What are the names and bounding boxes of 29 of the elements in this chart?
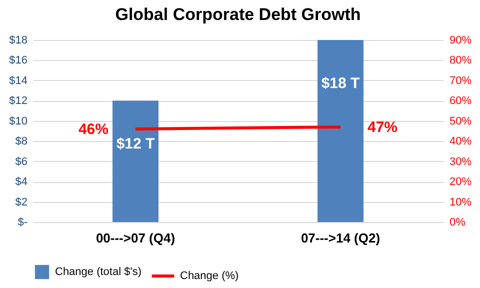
y2-tick-label: 60%: [450, 95, 472, 108]
y2-tick-label: 30%: [450, 156, 472, 168]
y-tick-label: $14: [9, 74, 28, 87]
legend-label: Change (%): [180, 270, 239, 282]
data-label: 47%: [368, 118, 398, 136]
y2-tick-label: 80%: [450, 54, 472, 67]
y-tick-label: $10: [9, 115, 28, 128]
y2-tick-label: 90%: [450, 34, 472, 46]
x-tick-label: 00--->07 (Q4): [96, 230, 176, 246]
data-label: $18 T: [321, 75, 360, 92]
data-label: $12 T: [116, 136, 155, 153]
y2-tick-label: 70%: [450, 74, 472, 87]
chart-title: Global Corporate Debt Growth: [115, 5, 361, 24]
y-tick-label: $-: [18, 216, 28, 228]
y-tick-label: $2: [15, 196, 28, 208]
y-tick-label: $18: [9, 34, 28, 46]
y2-tick-label: 20%: [450, 176, 472, 188]
y-tick-label: $16: [9, 54, 28, 67]
y-tick-label: $6: [15, 156, 28, 168]
data-label: 46%: [78, 120, 108, 138]
y2-tick-label: 0%: [450, 216, 466, 228]
y2-tick-label: 50%: [450, 115, 472, 128]
y2-tick-label: 40%: [450, 136, 472, 148]
x-tick-label: 07--->14 (Q2): [300, 230, 380, 246]
y-tick-label: $12: [9, 95, 28, 108]
legend-label: Change (total $'s): [55, 266, 142, 278]
y-tick-label: $4: [15, 176, 28, 188]
y-tick-label: $8: [15, 136, 28, 148]
y2-tick-label: 10%: [450, 196, 472, 208]
